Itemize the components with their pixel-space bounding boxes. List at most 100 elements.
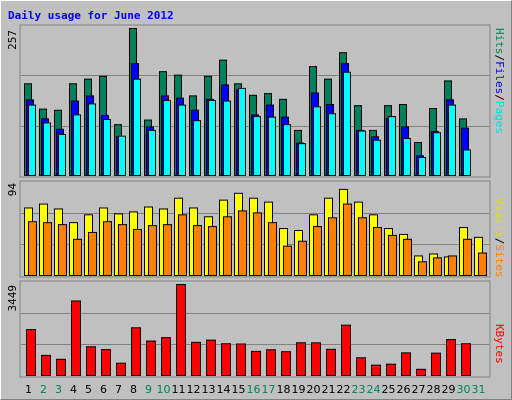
pages-bar: [343, 71, 351, 176]
sites-bar: [163, 224, 172, 276]
sites-bar: [418, 261, 427, 277]
kbytes-bar: [326, 348, 336, 376]
x-tick-label: 28: [427, 383, 441, 396]
sites-bar: [118, 224, 127, 276]
sites-bar: [298, 240, 307, 277]
sites-bar: [223, 216, 232, 276]
kbytes-bar: [221, 343, 231, 376]
x-tick-label: 22: [337, 383, 351, 396]
pages-bar: [313, 106, 321, 176]
legend-files: Files: [493, 61, 506, 94]
pages-bar: [88, 103, 96, 176]
y-max-hits: 257: [6, 30, 19, 50]
sites-bar: [373, 227, 382, 276]
sites-bar: [313, 226, 322, 277]
pages-bar: [133, 78, 141, 176]
pages-bar: [373, 139, 381, 177]
pages-bar: [283, 124, 291, 176]
kbytes-bar: [416, 368, 426, 376]
sites-bar: [403, 238, 412, 277]
sites-bar: [178, 214, 187, 276]
legend-visits-sites: Visits/Sites: [493, 198, 506, 278]
x-tick-label: 29: [442, 383, 456, 396]
pages-bar: [58, 133, 66, 176]
x-tick-label: 10: [157, 383, 171, 396]
x-tick-label: 18: [277, 383, 291, 396]
sites-bar: [133, 229, 142, 276]
pages-bar: [238, 87, 246, 176]
kbytes-bar: [176, 284, 186, 376]
pages-bar: [163, 99, 171, 176]
x-tick-label: 12: [187, 383, 201, 396]
x-axis-labels: 1 2 3 4 5 6 7 8 9 10 11 12 13 14 15 16 17 18 19 20 21 22 23 24 2…: [25, 383, 486, 396]
x-tick-label: 20: [307, 383, 321, 396]
x-tick-label: 19: [292, 383, 306, 396]
x-tick-label: 2: [40, 383, 47, 396]
x-tick-label: 1: [25, 383, 32, 396]
x-tick-label: 7: [115, 383, 122, 396]
pages-bar: [223, 100, 231, 176]
kbytes-bar: [131, 327, 141, 376]
legend-kbytes-label: KBytes: [493, 324, 506, 364]
pages-bar: [448, 104, 456, 176]
pages-bar: [148, 129, 156, 176]
kbytes-bar: [401, 352, 411, 377]
pages-bar: [193, 120, 201, 176]
x-tick-label: 11: [172, 383, 186, 396]
kbytes-bar: [146, 340, 156, 376]
pages-bar: [328, 113, 336, 176]
sites-bar: [88, 231, 97, 276]
pages-bar: [403, 137, 411, 176]
x-tick-label: 6: [100, 383, 107, 396]
legend-hits-files-pages: Hits/Files/Pages: [493, 28, 506, 134]
pages-bar: [178, 104, 186, 176]
pages-bar: [28, 104, 36, 176]
x-tick-label: 5: [85, 383, 92, 396]
x-tick-label: 4: [70, 383, 77, 396]
y-max-visits: 94: [6, 183, 19, 197]
sites-bar: [43, 222, 52, 276]
kbytes-bar: [446, 339, 456, 377]
pages-bar: [298, 143, 306, 176]
sites-bar: [463, 238, 472, 277]
pages-bar: [118, 135, 126, 177]
x-tick-label: 3: [55, 383, 62, 396]
pages-bar: [208, 99, 216, 176]
kbytes-bar: [206, 339, 216, 376]
kbytes-bar: [281, 351, 291, 376]
sites-bar: [358, 217, 367, 276]
legend-sep: /: [493, 94, 506, 101]
sites-bar: [28, 221, 37, 276]
legend-visits: Visits: [493, 198, 506, 238]
x-tick-label: 23: [352, 383, 366, 396]
x-tick-label: 15: [232, 383, 246, 396]
pages-bar: [253, 116, 261, 176]
sites-bar: [478, 252, 487, 276]
legend-sites: Sites: [493, 244, 506, 277]
x-tick-label: 13: [202, 383, 216, 396]
bars: [24, 28, 487, 377]
x-tick-label: 30: [457, 383, 471, 396]
sites-bar: [283, 245, 292, 277]
pages-bar: [463, 149, 471, 177]
kbytes-bar: [41, 354, 51, 376]
pages-bar: [388, 116, 396, 176]
sites-bar: [193, 225, 202, 276]
sites-bar: [58, 224, 67, 276]
x-tick-label: 9: [145, 383, 152, 396]
x-tick-label: 14: [217, 383, 231, 396]
sites-bar: [448, 255, 457, 276]
kbytes-bar: [431, 352, 441, 377]
kbytes-bar: [356, 357, 366, 376]
x-tick-label: 16: [247, 383, 261, 396]
pages-bar: [358, 130, 366, 177]
kbytes-bar: [86, 346, 96, 377]
kbytes-bar: [236, 343, 246, 377]
kbytes-bar: [191, 341, 201, 377]
pages-bar: [433, 132, 441, 176]
kbytes-bar: [371, 364, 381, 377]
x-tick-label: 21: [322, 383, 336, 396]
x-tick-label: 17: [262, 383, 276, 396]
kbytes-bar: [341, 324, 351, 377]
